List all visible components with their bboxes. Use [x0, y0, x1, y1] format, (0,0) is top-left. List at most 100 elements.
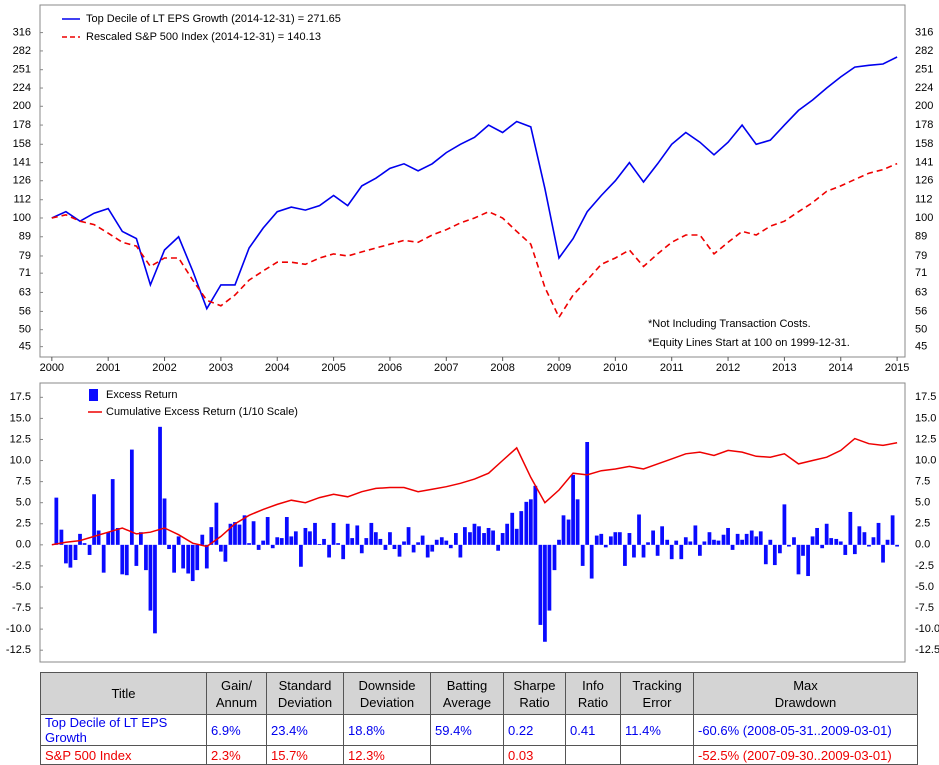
x-tick-label: 2000 — [40, 362, 64, 374]
y-tick-label: 5.0 — [16, 497, 31, 509]
y-tick-label-right: 79 — [915, 250, 927, 262]
table-cell: 2.3% — [206, 745, 267, 765]
bar — [369, 522, 374, 545]
table-cell: 0.22 — [503, 714, 566, 746]
y-tick-label: 45 — [19, 341, 31, 353]
bar — [73, 544, 78, 561]
bar — [669, 544, 674, 560]
header-cell: Tracking Error — [620, 672, 694, 715]
table-cell: 23.4% — [266, 714, 344, 746]
y-tick-label: 158 — [13, 138, 31, 150]
y-tick-label-right: 50 — [915, 324, 927, 336]
bar — [64, 544, 68, 564]
y-tick-label-right: 12.5 — [915, 433, 936, 445]
y-tick-label-right: 282 — [915, 45, 933, 57]
bar — [543, 544, 547, 642]
bar — [552, 544, 557, 571]
y-tick-label: 7.5 — [16, 476, 31, 488]
y-tick-label-right: 141 — [915, 157, 933, 169]
y-tick-label-right: 158 — [915, 138, 933, 150]
y-tick-label: 316 — [13, 26, 31, 38]
series-line — [51, 437, 898, 548]
bar — [317, 543, 322, 545]
bar — [204, 544, 209, 569]
bar — [209, 527, 214, 545]
bar — [792, 537, 796, 545]
y-tick-label-right: 56 — [915, 305, 927, 317]
bar — [857, 526, 862, 545]
x-tick-label: 2015 — [885, 362, 909, 374]
bar — [580, 544, 585, 566]
bar — [92, 494, 96, 545]
y-tick-label-right: 63 — [915, 286, 927, 298]
y-tick-label-right: 126 — [915, 175, 933, 187]
y-tick-label: 50 — [19, 324, 31, 336]
bar — [749, 530, 754, 545]
bar — [876, 522, 881, 545]
bar — [195, 544, 200, 571]
bar — [378, 538, 383, 545]
bar — [566, 519, 571, 545]
y-tick-label-right: 71 — [915, 267, 927, 279]
bar — [632, 544, 636, 558]
bar — [524, 501, 529, 545]
y-tick-label: 56 — [19, 305, 31, 317]
bar — [448, 544, 453, 549]
bar — [345, 523, 350, 545]
bar — [350, 538, 355, 545]
bar — [336, 543, 340, 545]
legend-label: Excess Return — [106, 389, 178, 401]
bar — [120, 544, 125, 575]
bar — [228, 523, 233, 545]
bar — [510, 512, 515, 545]
x-tick-label: 2002 — [152, 362, 176, 374]
bar — [651, 530, 655, 545]
bar — [862, 532, 867, 545]
bar — [505, 523, 510, 545]
table-cell: 0.03 — [503, 745, 566, 765]
bar — [744, 533, 749, 545]
bar — [754, 536, 759, 545]
x-tick-label: 2014 — [829, 362, 853, 374]
bar — [838, 541, 843, 545]
x-tick-label: 2003 — [209, 362, 233, 374]
bar — [477, 526, 481, 545]
bar — [716, 540, 721, 545]
y-tick-label-right: 100 — [915, 212, 933, 224]
y-tick-label-right: -2.5 — [915, 560, 934, 572]
bar — [796, 544, 801, 575]
table-cell — [430, 745, 504, 765]
bar — [768, 539, 773, 545]
x-tick-label: 2005 — [321, 362, 345, 374]
y-tick-label-right: 224 — [915, 82, 933, 94]
bar — [284, 517, 289, 545]
y-tick-label: 15.0 — [10, 412, 31, 424]
bar — [331, 522, 336, 545]
bar — [486, 527, 491, 545]
bar — [256, 544, 261, 550]
bar — [547, 544, 552, 611]
bar — [801, 544, 805, 556]
table-cell: 59.4% — [430, 714, 504, 746]
y-tick-label-right: -5.0 — [915, 581, 934, 593]
y-tick-label-right: 89 — [915, 231, 927, 243]
bar — [463, 527, 467, 545]
y-tick-label: 200 — [13, 100, 31, 112]
bar — [392, 544, 397, 550]
bar — [712, 539, 716, 545]
bar — [867, 544, 871, 547]
bar — [571, 474, 575, 545]
bar — [557, 539, 561, 545]
y-tick-label: -2.5 — [12, 560, 31, 572]
bar — [599, 533, 604, 545]
bar — [59, 529, 64, 545]
y-tick-label: 0.0 — [16, 539, 31, 551]
bar — [778, 544, 782, 554]
legend-swatch — [89, 389, 98, 401]
bar — [303, 527, 308, 545]
bar — [87, 544, 92, 555]
bar — [68, 544, 73, 568]
table-cell: -52.5% (2007-09-30..2009-03-01) — [693, 745, 918, 765]
bar — [129, 449, 134, 545]
bar — [641, 544, 646, 558]
